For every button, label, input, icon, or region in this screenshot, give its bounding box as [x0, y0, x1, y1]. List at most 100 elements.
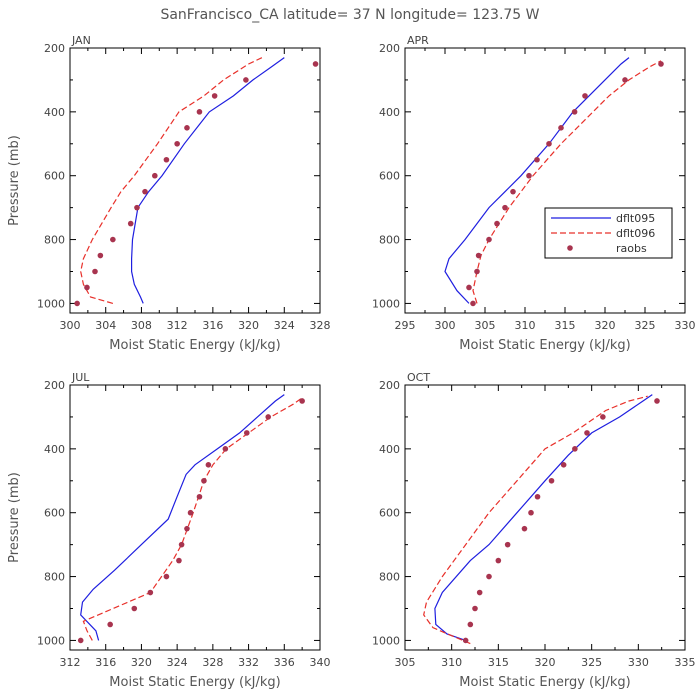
- plot-frame: [69, 384, 321, 651]
- raobs-point: [548, 477, 555, 484]
- x-tick-label: 315: [555, 319, 576, 332]
- raobs-point: [74, 300, 80, 307]
- raobs-point: [205, 462, 212, 468]
- raobs-point: [582, 93, 588, 99]
- y-tick-label: 200: [379, 379, 400, 392]
- raobs-point: [472, 605, 478, 612]
- plot-frame: [69, 47, 321, 314]
- x-tick-label: 312: [60, 656, 81, 669]
- x-tick-label: 336: [274, 656, 295, 669]
- y-tick-label: 600: [379, 170, 400, 183]
- plot-frame: [404, 384, 686, 651]
- x-tick-label: 295: [395, 319, 416, 332]
- panel-label: APR: [407, 34, 429, 47]
- y-tick-label: 200: [379, 42, 400, 55]
- raobs-point: [470, 300, 476, 307]
- dflt096-line: [472, 60, 662, 304]
- y-tick-label: 1000: [37, 297, 65, 310]
- x-tick-label: 305: [395, 656, 416, 669]
- x-tick-label: 330: [675, 319, 696, 332]
- raobs-point: [163, 573, 170, 580]
- dflt096-line: [82, 397, 303, 641]
- x-tick-label: 340: [310, 656, 331, 669]
- raobs-point: [476, 589, 483, 596]
- y-tick-label: 200: [44, 42, 65, 55]
- raobs-point: [504, 541, 511, 548]
- dflt095-line: [131, 57, 285, 304]
- raobs-point: [131, 605, 138, 612]
- x-tick-label: 325: [635, 319, 656, 332]
- raobs-point: [211, 93, 218, 99]
- raobs-point: [467, 621, 474, 628]
- raobs-point: [299, 398, 305, 404]
- x-tick-label: 320: [238, 319, 259, 332]
- dflt095-line: [444, 57, 630, 304]
- raobs-point: [462, 637, 469, 644]
- y-tick-label: 1000: [372, 634, 400, 647]
- x-axis-label: Moist Static Energy (kJ/kg): [109, 338, 280, 353]
- raobs-point: [184, 525, 190, 532]
- y-tick-label: 200: [44, 379, 65, 392]
- raobs-point: [502, 204, 508, 211]
- y-axis-label: Pressure (mb): [7, 135, 22, 226]
- y-tick-label: 400: [379, 443, 400, 456]
- raobs-point: [312, 61, 319, 67]
- y-tick-label: 800: [379, 234, 400, 247]
- raobs-point: [510, 188, 516, 195]
- raobs-point: [654, 398, 660, 404]
- raobs-point: [178, 541, 185, 548]
- plot-area: [444, 57, 664, 307]
- raobs-point: [534, 493, 541, 500]
- x-tick-label: 335: [675, 656, 696, 669]
- panel-jul: 312 316 320 324 328 332 336 340 200 400 600 800 1000…: [7, 371, 331, 690]
- raobs-point: [243, 77, 249, 83]
- x-tick-label: 315: [488, 656, 509, 669]
- x-tick-label: 324: [274, 319, 295, 332]
- legend: dflt095 dflt096 raobs: [544, 207, 673, 259]
- raobs-point: [526, 172, 532, 179]
- dflt096-line: [80, 57, 263, 304]
- x-tick-label: 328: [310, 319, 331, 332]
- x-tick-label: 305: [475, 319, 496, 332]
- raobs-point: [495, 557, 502, 564]
- raobs-point: [222, 446, 229, 452]
- raobs-point: [97, 252, 104, 259]
- x-axis-label: Moist Static Energy (kJ/kg): [109, 675, 280, 690]
- panel-label: JUL: [71, 371, 90, 384]
- raobs-point: [196, 109, 203, 115]
- raobs-point: [558, 125, 564, 131]
- dflt096-line: [423, 395, 648, 645]
- x-tick-label: 324: [167, 656, 188, 669]
- x-tick-label: 320: [535, 656, 556, 669]
- raobs-point: [243, 430, 250, 436]
- y-tick-label: 800: [379, 571, 400, 584]
- raobs-point: [107, 621, 113, 628]
- raobs-point: [658, 61, 664, 67]
- y-tick-label: 400: [44, 106, 65, 119]
- x-axis-label: Moist Static Energy (kJ/kg): [459, 675, 630, 690]
- x-tick-label: 320: [595, 319, 616, 332]
- raobs-point: [560, 462, 567, 468]
- y-tick-label: 800: [44, 234, 65, 247]
- legend-label-dflt096: dflt096: [616, 227, 655, 240]
- panel-jan: 300 304 308 312 316 320 324 328 200 400 600 800 1000…: [7, 34, 331, 353]
- x-tick-label: 300: [435, 319, 456, 332]
- raobs-point: [110, 236, 116, 243]
- legend-label-dflt095: dflt095: [616, 212, 655, 225]
- raobs-point: [77, 637, 84, 644]
- raobs-point: [187, 509, 194, 516]
- plot-area: [423, 394, 660, 645]
- raobs-point: [134, 204, 140, 211]
- y-tick-label: 1000: [37, 634, 65, 647]
- raobs-point: [147, 589, 154, 596]
- raobs-point: [265, 414, 272, 420]
- y-tick-label: 600: [44, 170, 65, 183]
- x-tick-label: 320: [131, 656, 152, 669]
- raobs-point: [571, 109, 578, 115]
- legend-label-raobs: raobs: [616, 242, 647, 255]
- raobs-point: [201, 477, 207, 484]
- raobs-point: [486, 573, 492, 580]
- raobs-point: [466, 284, 472, 291]
- raobs-point: [546, 140, 552, 147]
